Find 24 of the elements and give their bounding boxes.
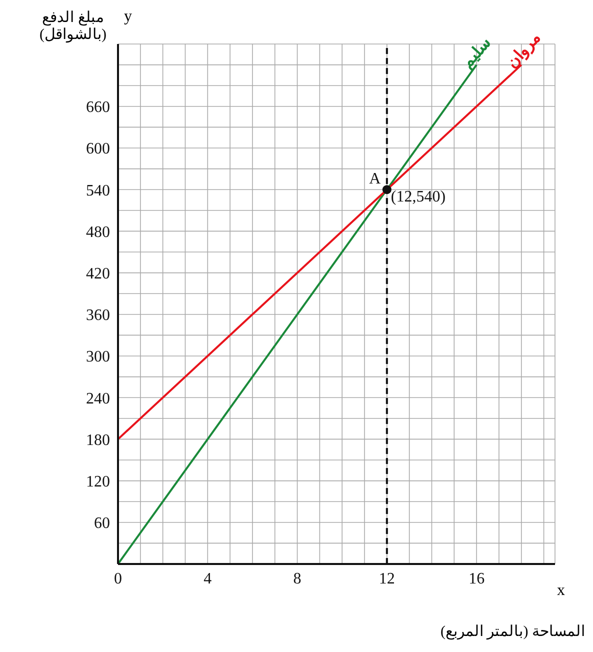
y-tick-label: 360 — [86, 307, 110, 324]
y-tick-label: 300 — [86, 348, 110, 366]
annotation: (12,540) — [390, 188, 446, 206]
y-tick-label: 420 — [86, 265, 110, 282]
y-tick-label: 540 — [86, 182, 110, 200]
text: y — [124, 8, 132, 26]
y-tick-label: 240 — [86, 390, 110, 408]
text: سليم — [458, 34, 496, 72]
y-tick-label: 120 — [86, 473, 110, 490]
x-tick-label: 0 — [114, 570, 122, 588]
x-tick-label: 4 — [204, 570, 212, 588]
y-tick-label: 480 — [86, 224, 110, 241]
y-tick-label: 660 — [86, 99, 110, 116]
text: x — [557, 582, 565, 600]
y-tick-label: 60 — [94, 515, 110, 532]
x-tick-label: 16 — [468, 570, 485, 588]
y-tick-label: 600 — [86, 140, 110, 158]
y-axis-title: مبلغ الدفع (بالشواقل) — [40, 10, 106, 43]
x-axis-title: المساحة (بالمتر المربع) — [440, 623, 585, 641]
x-tick-label: 8 — [293, 570, 302, 588]
text: مروان — [504, 28, 546, 72]
x-tick-label: 12 — [378, 570, 395, 588]
annotation: A — [369, 170, 382, 188]
y-tick-label: 180 — [86, 432, 110, 449]
